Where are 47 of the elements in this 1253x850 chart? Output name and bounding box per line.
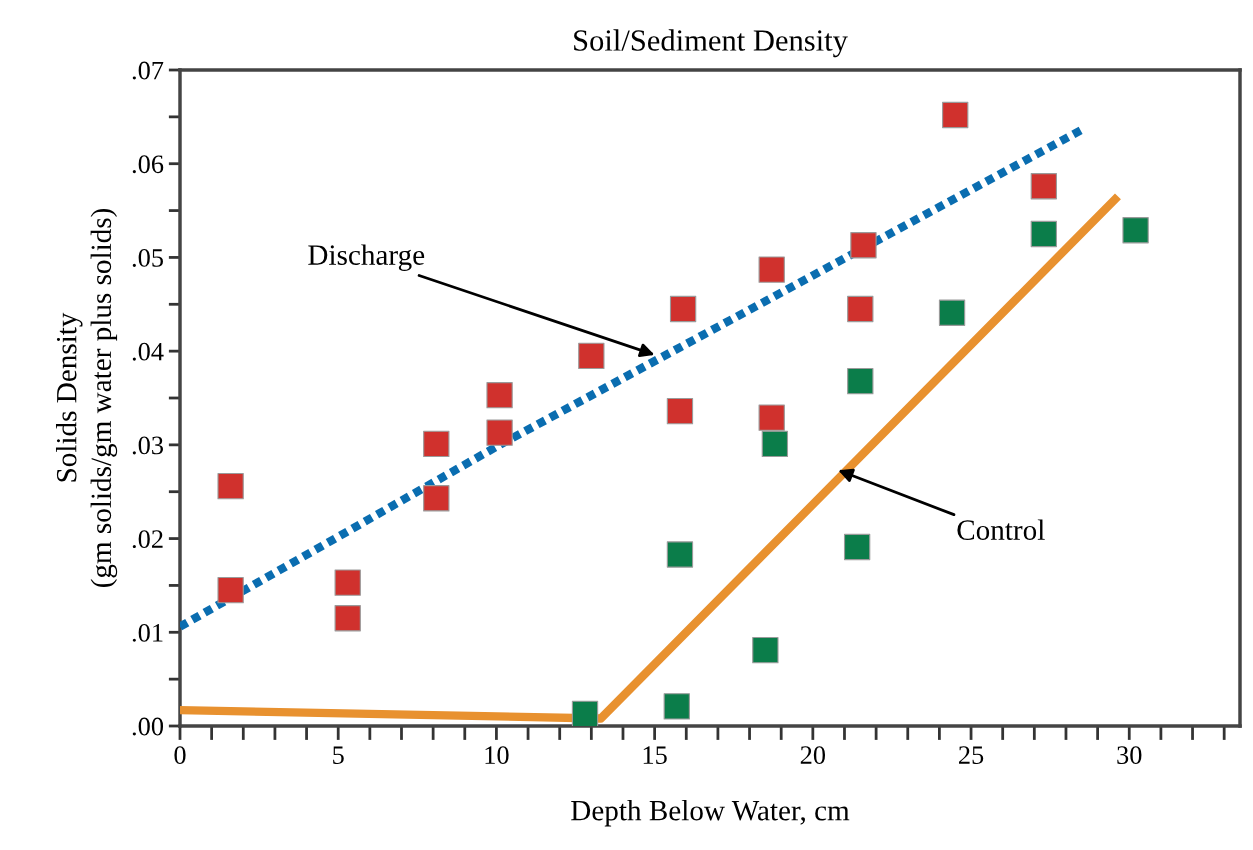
point [486,419,513,446]
point [938,299,966,326]
point [1030,173,1057,200]
point [334,605,361,632]
point [761,430,789,458]
point [663,693,690,720]
x-tick-label: 5 [333,746,344,765]
point [758,256,785,283]
point [217,472,244,500]
point [217,576,244,604]
annotation: Control [957,519,1045,540]
y-tick-label: .03 [132,436,163,455]
x-tick-label: 10 [485,746,509,765]
point [1030,220,1057,248]
annotation: Discharge [308,244,425,271]
point [843,533,871,561]
point [847,295,874,323]
x-axis-title: Depth Below Water, cm [571,799,850,827]
y-axis-title: Solids Density (gm solids/gm water plus solids) [55,208,118,588]
x-tick-label: 20 [800,746,826,765]
point [571,700,599,726]
x-tick-label: 30 [1117,746,1142,765]
chart-title: Soil/Sediment Density [574,29,848,58]
y-tick-label: .02 [132,530,163,549]
point [423,485,450,512]
point [334,569,361,596]
point [942,101,969,129]
y-tick-label: .04 [132,342,164,361]
point [486,382,513,409]
y-tick-label: .06 [132,155,164,174]
x-tick-label: 0 [174,746,186,765]
point [758,404,785,431]
y-tick-label: .00 [132,717,164,736]
point [847,367,874,395]
point [423,430,450,458]
point [850,232,877,259]
point [752,636,779,664]
y-tick-label: .05 [132,249,163,267]
point [1122,217,1149,244]
x-tick-label: 15 [643,746,667,765]
y-tick-label: .01 [132,623,163,642]
point [669,295,697,323]
x-tick-label: 25 [959,746,984,765]
point [666,541,694,568]
y-tick-label: .07 [132,61,164,80]
point [666,397,694,425]
point [578,342,605,369]
